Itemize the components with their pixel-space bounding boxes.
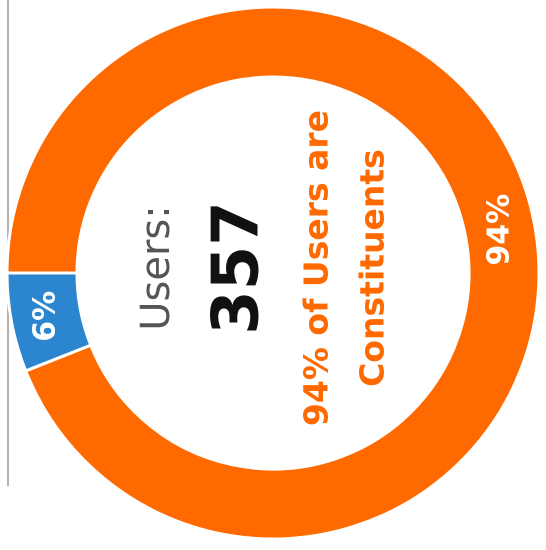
- donut-segment: [5, 271, 93, 373]
- center-label: Users:: [133, 205, 179, 331]
- center-value: 357: [200, 201, 274, 335]
- donut: [5, 5, 541, 541]
- data-label: 6%: [28, 291, 63, 342]
- donut-segment: [5, 5, 541, 541]
- annotation-line: Constituents: [353, 149, 392, 387]
- data-label: 94%: [481, 194, 516, 266]
- annotation-line: 94% of Users are: [297, 110, 336, 426]
